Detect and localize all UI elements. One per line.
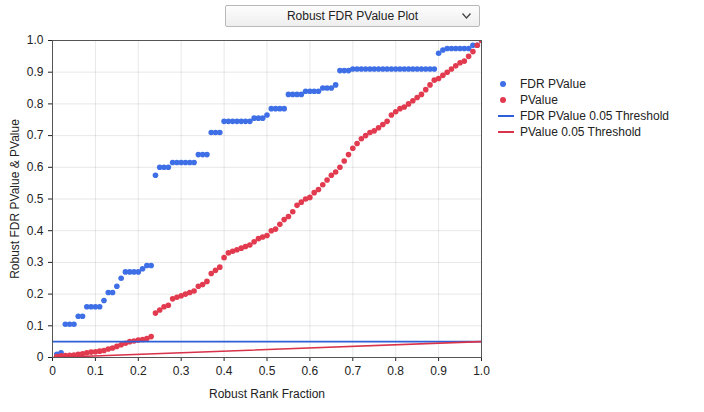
html-text:Robust FDR PValue Plot: Robust FDR PValue Plot [286, 9, 419, 23]
svg-text:0.6: 0.6 [302, 364, 319, 378]
svg-text:0.4: 0.4 [27, 224, 44, 238]
svg-text:Robust FDR PValue & PValue: Robust FDR PValue & PValue [8, 119, 22, 279]
svg-text:0.8: 0.8 [27, 97, 44, 111]
svg-text:0.2: 0.2 [27, 287, 44, 301]
svg-text:0.4: 0.4 [216, 364, 233, 378]
svg-text:0.9: 0.9 [430, 364, 447, 378]
svg-text:1.0: 1.0 [473, 364, 490, 378]
html-text:PValue: PValue [520, 93, 558, 107]
svg-text:0.9: 0.9 [27, 65, 44, 79]
svg-text:0.6: 0.6 [27, 160, 44, 174]
svg-text:1.0: 1.0 [27, 34, 44, 47]
svg-text:0.5: 0.5 [27, 192, 44, 206]
html-text:FDR PValue: FDR PValue [520, 77, 586, 91]
svg-text:0.3: 0.3 [27, 255, 44, 269]
svg-text:0.3: 0.3 [173, 364, 190, 378]
svg-text:Robust Rank Fraction: Robust Rank Fraction [209, 387, 325, 401]
svg-text:0: 0 [49, 364, 56, 378]
svg-text:0.8: 0.8 [387, 364, 404, 378]
svg-text:0.2: 0.2 [130, 364, 147, 378]
html-text:PValue 0.05 Threshold: PValue 0.05 Threshold [520, 125, 641, 139]
svg-text:0.5: 0.5 [259, 364, 276, 378]
html-text:FDR PValue 0.05 Threshold: FDR PValue 0.05 Threshold [520, 109, 669, 123]
svg-text:0: 0 [37, 350, 44, 364]
svg-text:0.7: 0.7 [344, 364, 361, 378]
svg-text:0.7: 0.7 [27, 128, 44, 142]
svg-text:0.1: 0.1 [87, 364, 104, 378]
svg-text:0.1: 0.1 [27, 319, 44, 333]
